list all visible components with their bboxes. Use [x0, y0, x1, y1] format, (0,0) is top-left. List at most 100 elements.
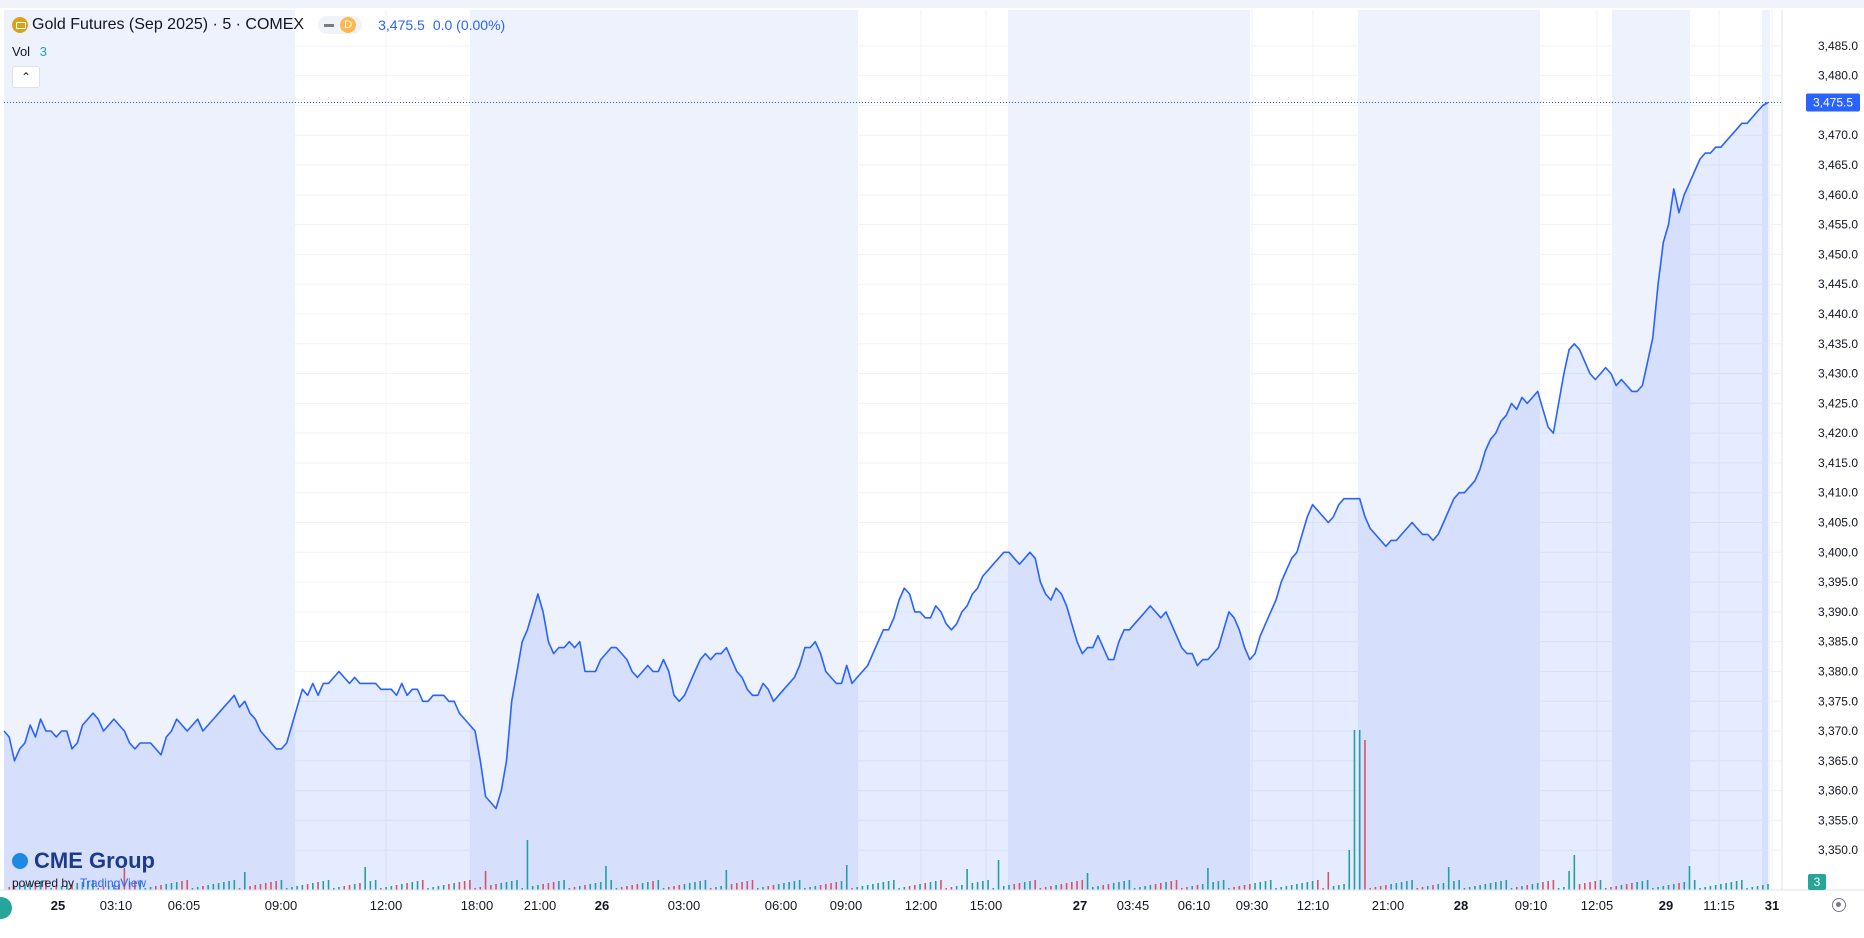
volume-bar [1426, 886, 1429, 890]
volume-bar [1379, 886, 1382, 890]
volume-bar [955, 886, 958, 890]
volume-bar [730, 884, 733, 890]
volume-bar [223, 882, 225, 890]
x-tick-label: 12:00 [370, 898, 403, 913]
volume-bar [1065, 883, 1068, 890]
volume-bar [704, 880, 707, 890]
volume-bar [458, 882, 461, 890]
volume-bar [364, 867, 366, 890]
volume-bar [1144, 886, 1146, 890]
settings-icon[interactable] [1832, 898, 1846, 912]
volume-bar [212, 884, 215, 890]
volume-bar [453, 883, 455, 890]
legend-change: 0.0 (0.00%) [432, 17, 506, 33]
volume-bar [1615, 886, 1618, 890]
legend-price: 3,475.5 [378, 17, 425, 33]
volume-bar [1636, 882, 1638, 890]
volume-bar [66, 885, 68, 890]
volume-bar [1170, 881, 1173, 890]
volume-bar [1468, 887, 1471, 890]
volume-bar [1055, 885, 1057, 890]
volume-bar [1505, 880, 1508, 890]
price-axis: 3,350.0 3,355.0 3,360.0 3,365.0 3,370.0 3,375… [1781, 10, 1858, 890]
volume-bar [819, 885, 822, 890]
volume-bar [877, 883, 879, 890]
volume-bar [1693, 880, 1696, 890]
volume-bar [1186, 887, 1188, 890]
volume-bar [505, 882, 508, 890]
volume-bar [1269, 880, 1272, 890]
volume-bar [1133, 888, 1136, 890]
y-tick-label: 3,480.0 [1818, 69, 1858, 83]
volume-bar [1222, 880, 1225, 890]
volume-bar [306, 884, 309, 890]
volume-bar [228, 881, 230, 890]
volume-bar [673, 886, 675, 890]
volume-bar [647, 882, 649, 890]
volume-bar [81, 882, 84, 890]
x-tick-label: 06:05 [168, 898, 201, 913]
volume-bar [521, 888, 524, 890]
volume-bar [851, 888, 853, 890]
session-band [1762, 10, 1770, 890]
x-tick-label: 27 [1073, 898, 1087, 913]
volume-bar [1264, 881, 1267, 890]
volume-bar [1275, 888, 1277, 890]
x-tick-label: 15:00 [970, 898, 1003, 913]
volume-bar [181, 881, 183, 890]
volume-bar [1458, 880, 1460, 890]
x-tick-label: 12:10 [1297, 898, 1330, 913]
volume-bar [516, 880, 518, 890]
volume-bar [45, 880, 47, 890]
volume-bar [866, 885, 869, 890]
volume-bar [484, 871, 487, 890]
volume-bar [1248, 884, 1251, 890]
volume-bar [1008, 885, 1010, 890]
volume-bar [175, 882, 178, 890]
price-area-fill [4, 102, 1768, 890]
y-tick-label: 3,400.0 [1818, 545, 1858, 559]
volume-bar [1175, 880, 1178, 890]
volume-bar [1353, 730, 1356, 890]
market-status-pill[interactable]: D [318, 16, 363, 34]
volume-bar [1023, 882, 1026, 890]
powered-by[interactable]: powered by TradingView [12, 876, 155, 890]
session-band [470, 10, 858, 890]
volume-bar [92, 880, 94, 890]
y-tick-label: 3,390.0 [1818, 605, 1858, 619]
volume-bar [1563, 887, 1565, 890]
volume-bar [542, 884, 544, 890]
volume-bar [709, 888, 712, 890]
tradingview-link[interactable]: TradingView [80, 876, 147, 890]
volume-bar [113, 885, 115, 890]
volume-bar [814, 886, 817, 890]
volume-bar [427, 888, 429, 890]
volume-bar [134, 881, 136, 890]
volume-bar [1076, 881, 1078, 890]
volume-bar [1207, 868, 1209, 890]
volume-bar [1233, 887, 1235, 890]
watermark: CME Group powered by TradingView [12, 848, 155, 890]
volume-bar [1327, 872, 1330, 890]
volume-bar [1154, 884, 1157, 890]
volume-bar [1201, 884, 1204, 890]
volume-bar [720, 886, 722, 890]
volume-bar [160, 885, 162, 890]
collapse-legend-button[interactable]: ⌃ [12, 66, 40, 88]
volume-bar [186, 880, 189, 890]
symbol-title[interactable]: Gold Futures (Sep 2025) · 5 · COMEX [32, 16, 305, 33]
volume-bar [1672, 884, 1675, 890]
volume-bar [1678, 883, 1680, 890]
volume-bar [626, 886, 628, 890]
volume-bar [982, 881, 984, 890]
volume-bar [1317, 880, 1319, 890]
volume-bar [777, 884, 780, 890]
x-tick-label: 21:00 [1372, 898, 1405, 913]
volume-bar [1086, 873, 1089, 890]
x-tick-label: 11:15 [1703, 898, 1735, 913]
volume-bar [893, 880, 895, 890]
volume-bar [1395, 883, 1398, 890]
volume-bar [547, 883, 550, 890]
volume-bar [1767, 884, 1769, 890]
